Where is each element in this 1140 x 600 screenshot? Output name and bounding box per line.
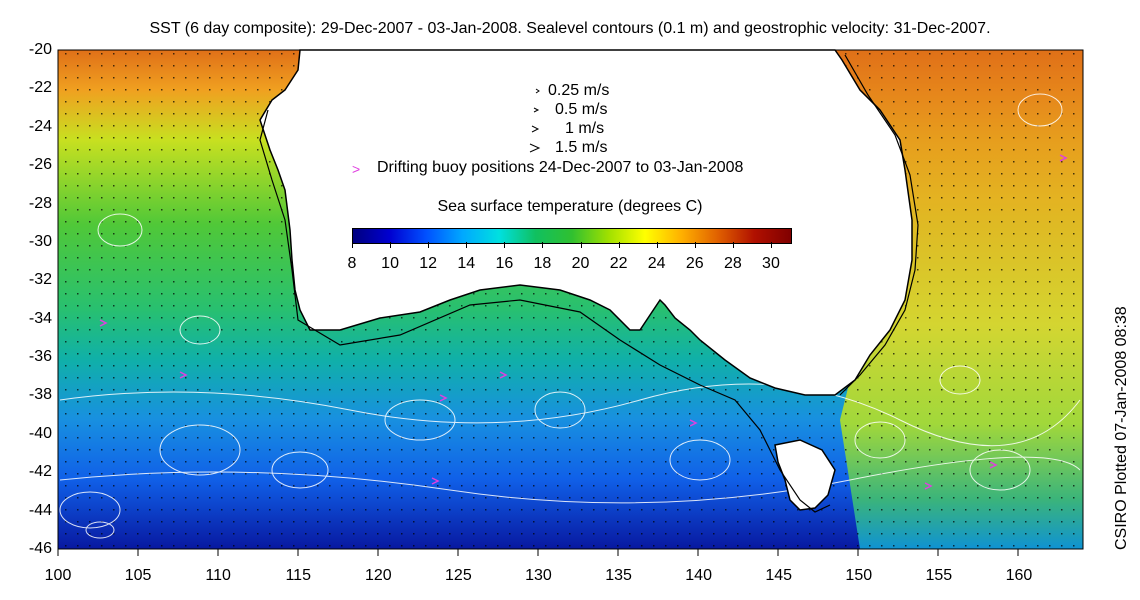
chart-title: SST (6 day composite): 29-Dec-2007 - 03-… <box>149 20 991 37</box>
lat-tick-label: -22 <box>28 79 52 97</box>
lat-tick-label: -44 <box>28 501 52 519</box>
lon-tick-label: 130 <box>525 567 552 584</box>
colorbar-title: Sea surface temperature (degrees C) <box>437 198 703 215</box>
colorbar-tick <box>504 242 506 248</box>
lon-tick-label: 105 <box>124 567 152 584</box>
colorbar-tick <box>732 242 734 248</box>
map-frame <box>57 49 1084 550</box>
lon-tick-label: 145 <box>765 567 793 584</box>
colorbar-tick <box>656 242 658 248</box>
lat-tick-label: -36 <box>28 348 52 366</box>
colorbar <box>352 228 792 244</box>
lon-tick-label: 110 <box>205 567 231 584</box>
colorbar-tick-label: 16 <box>495 255 514 272</box>
legend-speed-1: 0.5 m/s <box>555 101 608 118</box>
colorbar-tick <box>466 242 468 248</box>
east-shelf-line <box>839 54 919 396</box>
colorbar-tick-label: 10 <box>381 255 399 272</box>
lon-tick-label: 100 <box>44 567 72 584</box>
lon-tick-label: 115 <box>285 567 311 584</box>
lon-tick-label: 155 <box>925 567 953 584</box>
colorbar-tick <box>618 242 620 248</box>
colorbar-tick-label: 22 <box>609 255 628 272</box>
lat-tick-label: -20 <box>28 41 52 58</box>
lat-tick-label: -38 <box>28 386 52 404</box>
colorbar-tick-label: 18 <box>533 255 552 272</box>
lat-tick-label: -28 <box>28 194 52 212</box>
colorbar-tick <box>390 242 392 248</box>
colorbar-tick-label: 14 <box>457 255 476 272</box>
colorbar-tick <box>352 242 353 248</box>
sealevel-contours <box>59 93 1081 539</box>
lat-tick-label: -26 <box>28 156 52 174</box>
lon-tick-label: 125 <box>445 567 472 584</box>
lon-tick-label: 120 <box>364 567 392 584</box>
legend-speed-2: 1 m/s <box>565 120 605 137</box>
lon-tick-label: 160 <box>1005 567 1033 584</box>
buoy-legend-label: Drifting buoy positions 24-Dec-2007 to 0… <box>377 159 744 176</box>
colorbar-tick <box>580 242 582 248</box>
lat-tick-label: -32 <box>28 271 52 289</box>
credit-text: CSIRO Plotted 07-Jan-2008 08:38 <box>1113 306 1130 550</box>
colorbar-tick-label: 8 <box>347 255 357 272</box>
colorbar-tick-label: 26 <box>685 255 704 272</box>
australia-landmass <box>259 49 913 396</box>
colorbar-tick-label: 20 <box>571 255 590 272</box>
colorbar-tick <box>694 242 696 248</box>
lat-tick-label: -24 <box>28 117 52 135</box>
lat-tick-label: -34 <box>28 309 52 327</box>
colorbar-tick <box>770 242 772 248</box>
colorbar-tick-label: 24 <box>647 255 666 272</box>
legend-speed-0: 0.25 m/s <box>548 82 610 99</box>
buoy-legend-icon: > <box>352 161 361 177</box>
lat-tick-label: -42 <box>28 463 52 481</box>
speed-arrow-icons <box>529 88 541 153</box>
buoy-markers <box>99 154 1068 490</box>
colorbar-tick-label: 30 <box>762 255 780 272</box>
colorbar-tick-label: 12 <box>419 255 438 272</box>
lat-tick-label: -46 <box>28 540 52 557</box>
legend-speed-3: 1.5 m/s <box>555 139 608 156</box>
lon-tick-label: 150 <box>845 567 873 584</box>
axis-ticks <box>57 549 1019 556</box>
colorbar-tick <box>428 242 430 248</box>
shelf-line <box>259 109 831 513</box>
lon-tick-label: 140 <box>685 567 712 584</box>
colorbar-tick <box>542 242 544 248</box>
lat-tick-label: -40 <box>28 424 52 442</box>
lon-tick-label: 135 <box>605 567 632 584</box>
lat-tick-label: -30 <box>28 232 52 250</box>
colorbar-tick-label: 28 <box>723 255 742 272</box>
